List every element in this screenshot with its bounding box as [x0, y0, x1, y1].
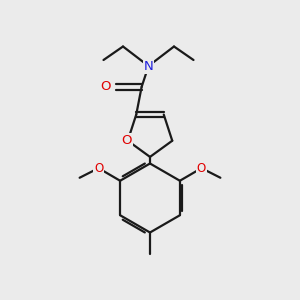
- Text: O: O: [197, 162, 206, 175]
- Text: N: N: [144, 59, 153, 73]
- Text: O: O: [94, 162, 103, 175]
- Text: O: O: [100, 80, 111, 94]
- Text: O: O: [121, 134, 131, 147]
